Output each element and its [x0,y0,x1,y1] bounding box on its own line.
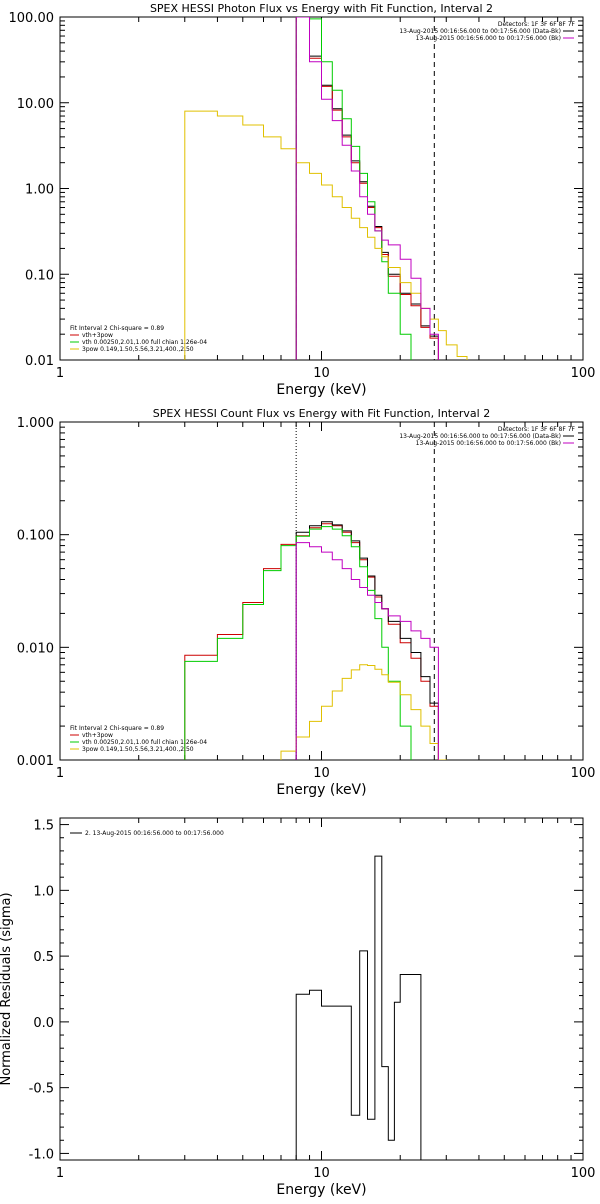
series-step-line [184,523,439,760]
x-axis-label: Energy (keV) [276,1182,366,1198]
plot-area [184,17,468,360]
y-tick-label: 0.5 [33,950,54,965]
x-axis-label: Energy (keV) [276,382,366,398]
legend-entry-label: 13-Aug-2015 00:16:56.000 to 00:17:56.000… [416,35,561,42]
x-tick-label: 100 [571,766,596,781]
fit-legend-label: vth 0.00250,2.01,1.00 full chian 1.26e-0… [82,739,207,746]
y-tick-label: 10.00 [17,97,54,112]
fit-legend-label: 3pow 0.149,1.50,5.56,3.21,400.,2.50 [82,746,194,753]
y-tick-label: -1.0 [29,1147,54,1162]
x-axis-label: Energy (keV) [276,782,366,798]
legend-label: 2. 13-Aug-2015 00:16:56.000 to 00:17:56.… [85,830,224,837]
y-tick-label: 0.001 [17,754,54,769]
y-tick-label: -0.5 [29,1082,54,1097]
plot-area [295,855,435,1160]
series-step-line [295,542,439,760]
series-step-line [295,17,439,360]
detectors-label: Detectors: 1F 3F 6F 8F 7F [498,21,576,28]
panel-2: 1 10 100 0.001 0.010 0.100 1.000 SPEX HESSI Cou… [17,407,596,798]
series-step-line [295,17,412,360]
panel-1: 1 10 100 0.01 0.10 1.00 10.00 100.00 SPEX HESSI … [9,2,596,398]
x-tick-label: 100 [571,366,596,381]
plot-area [184,422,447,760]
axis-frame [59,817,584,1161]
x-tick-label: 1 [56,366,64,381]
x-tick-label: 10 [313,366,330,381]
legend-entry-label: 13-Aug-2015 00:16:56.000 to 00:17:56.000… [399,28,561,35]
y-tick-label: 0.100 [17,529,54,544]
x-tick-label: 1 [56,1166,64,1181]
fit-legend-header: Fit Interval 2 Chi-square = 0.89 [70,325,164,332]
y-axis-label: Normalized Residuals (sigma) [0,892,14,1085]
x-tick-label: 10 [313,766,330,781]
chart-title: SPEX HESSI Photon Flux vs Energy with Fi… [150,2,493,15]
y-tick-label: 0.01 [25,354,54,369]
fit-legend-label: 3pow 0.149,1.50,5.56,3.21,400.,2.50 [82,346,194,353]
y-tick-label: 0.10 [25,268,54,283]
y-tick-label: 1.0 [33,884,54,899]
y-tick-label: 100.00 [9,11,55,26]
series-step-line [295,17,439,360]
y-tick-label: 0.010 [17,641,54,656]
series-step-line [184,110,468,360]
legend-entry-label: 13-Aug-2015 00:16:56.000 to 00:17:56.000… [399,433,561,440]
fit-legend-header: Fit Interval 2 Chi-square = 0.89 [70,725,164,732]
y-tick-label: 1.00 [25,183,54,198]
y-tick-label: 1.5 [33,819,54,834]
chart-title: SPEX HESSI Count Flux vs Energy with Fit… [153,407,490,420]
detectors-label: Detectors: 1F 3F 6F 8F 7F [498,426,576,433]
x-tick-label: 1 [56,766,64,781]
x-tick-label: 10 [313,1166,330,1181]
series-step-line [295,855,435,1160]
fit-legend-label: vth 0.00250,2.01,1.00 full chian 1.26e-0… [82,339,207,346]
fit-legend-label: vth+3pow [82,732,113,739]
series-step-line [295,521,439,760]
y-tick-label: 0.0 [33,1016,54,1031]
series-step-line [184,526,412,760]
panel-3: 1 10 100 -1.0 -0.5 0.0 0.5 1.0 1.5 Energy (keV) No… [0,817,596,1198]
fit-legend-label: vth+3pow [82,332,113,339]
series-step-line [295,17,439,360]
legend-entry-label: 13-Aug-2015 00:16:56.000 to 00:17:56.000… [416,440,561,447]
x-tick-label: 100 [571,1166,596,1181]
series-step-line [280,664,447,760]
y-tick-label: 1.000 [17,416,54,431]
